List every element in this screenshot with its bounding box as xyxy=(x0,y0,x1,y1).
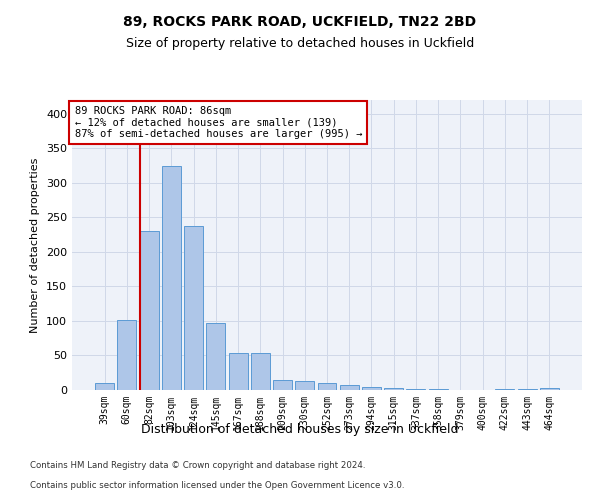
Bar xyxy=(384,388,403,390)
Text: Size of property relative to detached houses in Uckfield: Size of property relative to detached ho… xyxy=(126,38,474,51)
Bar xyxy=(251,352,270,390)
Y-axis label: Number of detached properties: Number of detached properties xyxy=(31,158,40,332)
Bar xyxy=(229,352,248,390)
Text: 89 ROCKS PARK ROAD: 86sqm
← 12% of detached houses are smaller (139)
87% of semi: 89 ROCKS PARK ROAD: 86sqm ← 12% of detac… xyxy=(74,106,362,139)
Bar xyxy=(184,226,203,390)
Bar xyxy=(162,166,181,390)
Text: 89, ROCKS PARK ROAD, UCKFIELD, TN22 2BD: 89, ROCKS PARK ROAD, UCKFIELD, TN22 2BD xyxy=(124,15,476,29)
Bar xyxy=(273,380,292,390)
Bar xyxy=(317,383,337,390)
Bar xyxy=(340,385,359,390)
Bar xyxy=(295,381,314,390)
Bar xyxy=(118,320,136,390)
Bar xyxy=(140,231,158,390)
Bar xyxy=(206,323,225,390)
Text: Contains public sector information licensed under the Open Government Licence v3: Contains public sector information licen… xyxy=(30,481,404,490)
Bar xyxy=(95,383,114,390)
Text: Contains HM Land Registry data © Crown copyright and database right 2024.: Contains HM Land Registry data © Crown c… xyxy=(30,461,365,470)
Text: Distribution of detached houses by size in Uckfield: Distribution of detached houses by size … xyxy=(141,422,459,436)
Bar xyxy=(540,388,559,390)
Bar xyxy=(362,387,381,390)
Bar xyxy=(406,388,425,390)
Bar xyxy=(496,388,514,390)
